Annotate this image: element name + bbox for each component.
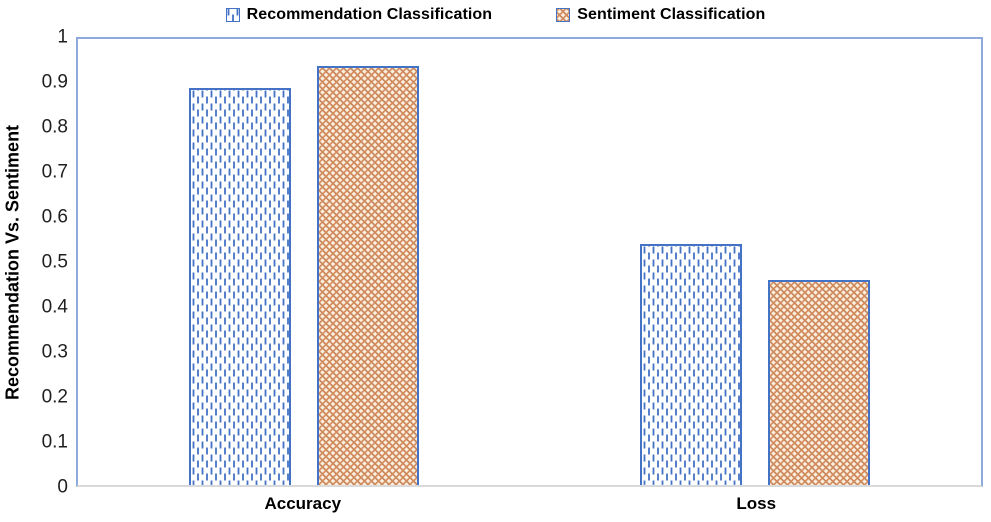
y-tick-label: 0.4 xyxy=(41,296,68,318)
x-label-loss: Loss xyxy=(736,494,777,513)
bar-sentiment-loss[interactable] xyxy=(768,279,871,485)
x-label-accuracy: Accuracy xyxy=(264,494,342,513)
y-tick-label: 0.8 xyxy=(41,116,68,138)
legend-label-sentiment: Sentiment Classification xyxy=(577,6,766,23)
x-axis-labels: Accuracy Loss xyxy=(76,494,983,518)
legend-label-recommendation: Recommendation Classification xyxy=(246,6,493,23)
bar-recommendation-accuracy[interactable] xyxy=(188,88,291,485)
bar-group-loss xyxy=(530,39,982,485)
legend-item-sentiment[interactable]: Sentiment Classification xyxy=(556,6,765,24)
y-tick-label: 0 xyxy=(57,476,68,498)
bar-group-accuracy xyxy=(78,39,530,485)
legend-item-recommendation[interactable]: Recommendation Classification xyxy=(225,6,493,24)
y-tick-label: 0.5 xyxy=(41,251,68,273)
y-tick-label: 0.7 xyxy=(41,161,68,183)
chart-legend: Recommendation Classification Sentiment … xyxy=(0,2,991,28)
bar-recommendation-loss[interactable] xyxy=(640,244,743,485)
plot-area xyxy=(76,37,983,487)
recommendation-pattern-swatch-icon xyxy=(225,8,240,22)
y-tick-label: 0.2 xyxy=(41,386,68,408)
bar-sentiment-accuracy[interactable] xyxy=(316,65,419,485)
y-tick-label: 0.9 xyxy=(41,71,68,93)
y-tick-label: 0.1 xyxy=(41,431,68,453)
y-axis-title: Recommendation Vs. Sentiment xyxy=(2,124,23,400)
y-axis-ticks: 0 0.1 0.2 0.3 0.4 0.5 0.6 0.7 0.8 0.9 1 xyxy=(28,28,68,497)
y-tick-label: 1 xyxy=(57,26,68,48)
sentiment-pattern-swatch-icon xyxy=(556,8,571,22)
y-tick-label: 0.6 xyxy=(41,206,68,228)
y-tick-label: 0.3 xyxy=(41,341,68,363)
